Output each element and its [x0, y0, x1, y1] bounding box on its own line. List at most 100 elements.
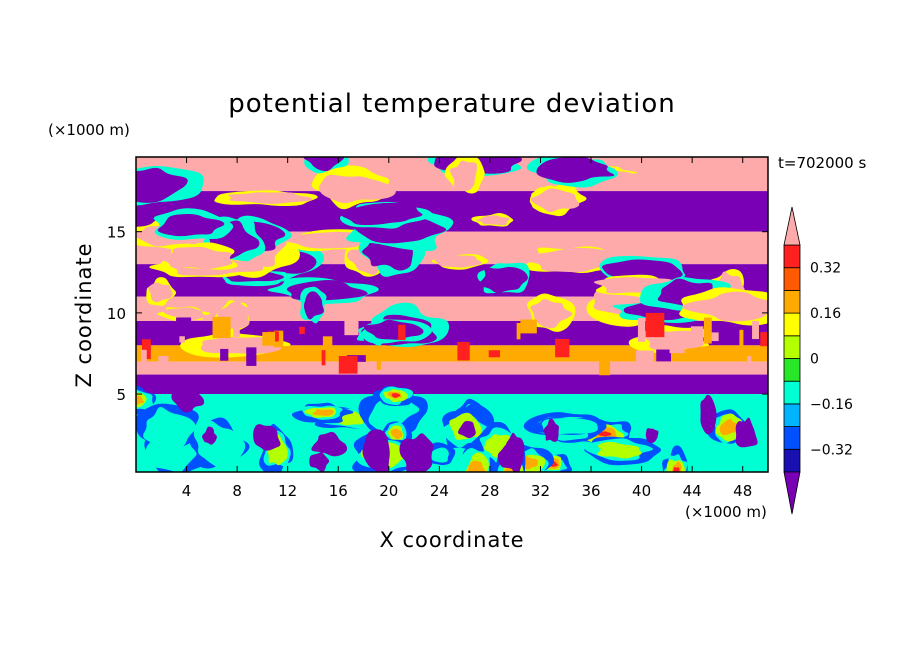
colorbar-box	[783, 380, 801, 405]
streak-30	[520, 319, 537, 334]
streak-33	[760, 332, 768, 347]
streak-12	[344, 314, 359, 336]
streak-1	[281, 346, 290, 354]
streak-29	[220, 348, 229, 361]
low-cold-1	[202, 426, 217, 445]
x-tick-label: 48	[733, 482, 752, 500]
eddy-10-3	[719, 418, 738, 436]
streak-38	[516, 322, 521, 340]
x-tick-label: 28	[480, 482, 499, 500]
eddy-17-3	[467, 460, 486, 472]
eddy-21-3	[390, 428, 403, 440]
streak-25	[233, 316, 240, 337]
low-cold-8	[543, 418, 559, 442]
streak-5	[739, 329, 744, 353]
cold-patch-42	[363, 319, 424, 340]
streak-39	[246, 347, 257, 366]
colorbar-tick-label: 0	[810, 352, 819, 368]
x-tick-label: 44	[683, 482, 702, 500]
colorbar-box	[783, 267, 801, 291]
warm-patch-26	[433, 255, 482, 268]
y-axis-label: Z coordinate	[72, 242, 96, 387]
warm-patch-0	[530, 298, 573, 329]
streak-20	[321, 350, 326, 366]
eddy-20-4	[391, 393, 401, 398]
streak-23	[212, 316, 231, 339]
chart-title: potential temperature deviation	[228, 89, 675, 119]
low-cold-7	[309, 452, 330, 472]
streak-8	[656, 349, 671, 362]
x-unit-label: (×1000 m)	[685, 503, 767, 521]
streak-3	[488, 350, 500, 358]
colorbar-box	[783, 289, 801, 314]
eddy-15-3	[312, 409, 334, 416]
x-axis-label: X coordinate	[379, 528, 524, 552]
streak-35	[555, 338, 570, 358]
colorbar-top-arrow	[783, 206, 801, 246]
contour-band-7	[136, 361, 768, 375]
low-cold-12	[504, 432, 525, 472]
low-cold-3	[645, 428, 659, 444]
low-cold-6	[700, 394, 717, 435]
streak-27	[637, 318, 646, 342]
contour-band-6	[136, 345, 768, 362]
y-tick-label: 15	[107, 224, 126, 242]
streak-22	[747, 356, 752, 371]
y-unit-label: (×1000 m)	[48, 121, 130, 139]
cold-patch-21	[536, 157, 615, 183]
plot-frame	[135, 156, 769, 473]
contour-features	[136, 157, 768, 472]
streak-10	[141, 339, 151, 360]
warm-patch-45	[682, 291, 768, 322]
warm-patch-32	[157, 246, 233, 270]
colorbar-tick-label: −0.32	[810, 442, 853, 458]
low-cold-13	[362, 429, 390, 472]
time-label: t=702000 s	[778, 154, 866, 172]
colorbar-tick-label: 0.32	[810, 261, 841, 277]
x-tick-label: 4	[182, 482, 192, 500]
cold-patch-29	[157, 213, 225, 237]
streak-6	[690, 326, 704, 345]
x-tick-label: 8	[232, 482, 242, 500]
eddy-2-4	[597, 431, 612, 437]
warm-patch-17	[530, 188, 580, 213]
warm-patch-13	[281, 231, 367, 249]
streak-32	[703, 317, 712, 344]
colorbar-tick-label: 0.16	[810, 306, 841, 322]
cold-patch-20	[303, 157, 345, 172]
streak-2	[299, 326, 305, 335]
x-tick-label: 36	[581, 482, 600, 500]
warm-patch-14	[227, 192, 313, 204]
x-tick-label: 32	[531, 482, 550, 500]
colorbar-box	[783, 358, 801, 382]
x-axis-ticks: 4 8 12 16 20 24 28 32 36 40 44 48	[182, 157, 752, 500]
low-cold-10	[311, 431, 348, 457]
streak-28	[176, 317, 192, 337]
eddy-12-1	[143, 406, 196, 452]
cold-patch-16	[303, 291, 324, 320]
low-cold-9	[399, 433, 434, 472]
streak-18	[599, 361, 611, 376]
warm-patch-19	[475, 215, 510, 226]
eddy-0-3	[136, 395, 145, 405]
colorbar-bottom-arrow	[783, 471, 801, 515]
cold-patch-37	[341, 202, 423, 226]
streak-14	[322, 336, 333, 351]
streak-34	[338, 356, 358, 374]
streak-37	[262, 332, 276, 346]
x-tick-label: 20	[379, 482, 398, 500]
x-tick-label: 40	[632, 482, 651, 500]
streak-13	[752, 321, 759, 340]
colorbar-box	[783, 312, 801, 337]
low-cold-0	[171, 385, 205, 413]
low-cold-2	[735, 417, 758, 448]
colorbar-box	[783, 426, 801, 450]
warm-patch-5	[319, 174, 396, 204]
low-cold-11	[457, 421, 476, 439]
contour-plot-area	[136, 157, 768, 472]
y-tick-label: 5	[116, 386, 126, 404]
warm-patch-2	[520, 247, 623, 273]
x-tick-label: 12	[278, 482, 297, 500]
y-axis-ticks: 5 10 15	[107, 224, 768, 404]
